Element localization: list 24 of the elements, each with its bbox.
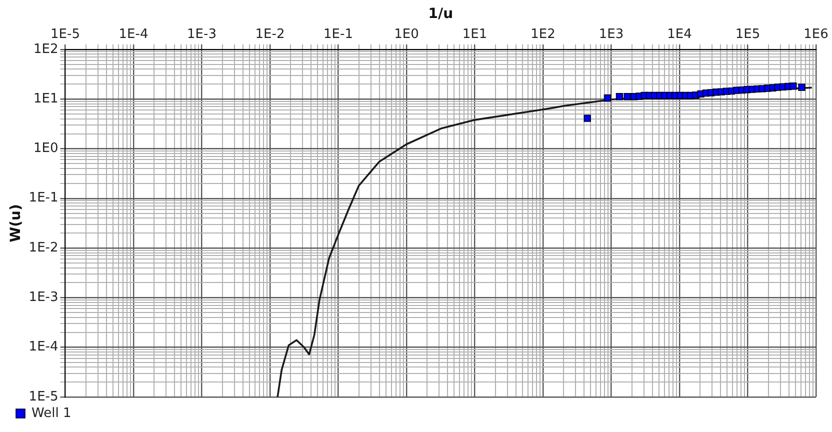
y-tick-label: 1E-1: [28, 190, 58, 206]
point: [790, 82, 797, 90]
y-tick-label: 1E-2: [28, 240, 58, 256]
y-tick-label: 1E-5: [28, 389, 58, 404]
x-tick-label: 1E1: [462, 26, 488, 42]
x-tick-label: 1E6: [804, 26, 828, 42]
x-tick-label: 1E3: [598, 26, 624, 42]
x-tick-label: 1E-4: [118, 26, 148, 42]
y-tick-label: 1E-4: [28, 340, 58, 355]
y-tick-label: 1E2: [33, 42, 58, 57]
x-tick-label: 1E-2: [255, 26, 285, 42]
x-tick-label: 1E5: [735, 26, 760, 42]
x-tick-label: 1E-1: [324, 26, 353, 42]
y-axis-title: W(u): [8, 204, 24, 242]
y-tick-label: 1E-3: [28, 290, 58, 306]
x-tick-label: 1E-5: [50, 26, 80, 42]
x-tick-label: 1E2: [530, 26, 556, 42]
x-tick-label: 1E4: [667, 26, 692, 42]
x-tick-label: 1E-3: [187, 26, 216, 42]
y-tick-label: 1E0: [33, 141, 58, 156]
legend-label: Well 1: [32, 406, 72, 421]
x-axis-title: 1/u: [428, 6, 454, 22]
x-tick-label: 1E0: [394, 26, 419, 42]
y-tick-label: 1E1: [33, 91, 58, 106]
